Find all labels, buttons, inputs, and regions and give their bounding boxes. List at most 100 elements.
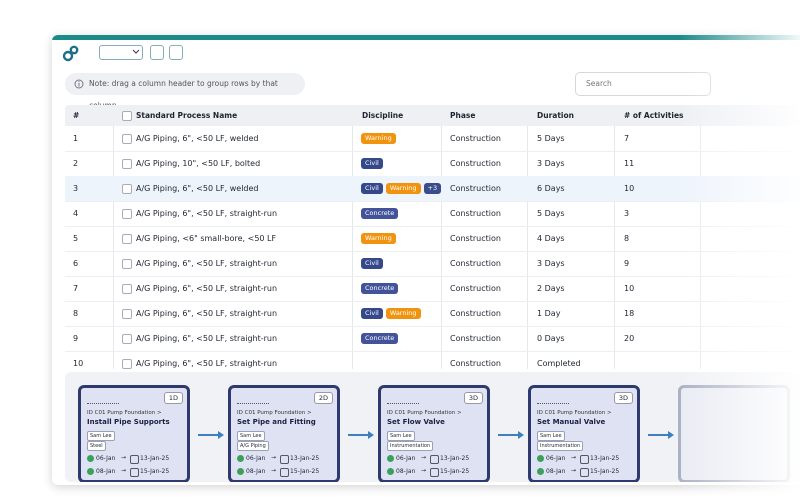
- end-date: 15-Jan-25: [290, 468, 320, 475]
- row-number: 7: [73, 284, 79, 293]
- row-checkbox[interactable]: [122, 184, 132, 194]
- toolbar-button[interactable]: [169, 45, 183, 60]
- column-header[interactable]: Phase: [450, 111, 476, 120]
- flow-arrowhead: [518, 431, 524, 439]
- activity-count: 10: [624, 284, 635, 293]
- table-row[interactable]: 9 A/G Piping, 6", <50 LF, straight-run Con…: [65, 326, 800, 352]
- flow-arrowhead: [668, 431, 674, 439]
- phase: Construction: [450, 359, 501, 368]
- table-header: [65, 105, 800, 126]
- date-icon: [130, 455, 139, 464]
- activity-count: 9: [624, 259, 630, 268]
- start-date: 08-Jan: [96, 468, 116, 475]
- table-row[interactable]: 7 A/G Piping, 6", <50 LF, straight-run Con…: [65, 276, 800, 302]
- row-number: 1: [73, 134, 79, 143]
- discipline-tag: Instrumentation: [387, 441, 434, 451]
- discipline-chip: Civil: [361, 258, 383, 269]
- discipline-cell: Concrete: [361, 201, 401, 226]
- table-row[interactable]: 8 A/G Piping, 6", <50 LF, straight-run Civ…: [65, 301, 800, 327]
- activity-card[interactable]: 1D ID C01 Pump Foundation > Install Pipe S…: [78, 385, 190, 482]
- phase: Construction: [450, 284, 501, 293]
- card-title: Set Flow Valve: [387, 418, 445, 426]
- row-checkbox[interactable]: [122, 209, 132, 219]
- row-checkbox[interactable]: [122, 159, 132, 169]
- header-checkbox[interactable]: [122, 111, 132, 121]
- discipline-chip: Civil: [361, 158, 383, 169]
- dropdown[interactable]: [99, 45, 143, 60]
- column-separator: [352, 126, 353, 369]
- date-icon: [430, 468, 439, 477]
- date-arrow: →: [271, 454, 277, 461]
- toolbar-button[interactable]: [150, 45, 164, 60]
- activity-card[interactable]: 3D ID C01 Pump Foundation > Set Manual Val…: [528, 385, 640, 482]
- discipline-cell: Warning: [361, 126, 399, 151]
- row-checkbox[interactable]: [122, 134, 132, 144]
- discipline-chip: Concrete: [361, 333, 399, 344]
- date-icon: [580, 468, 589, 477]
- row-number: 10: [73, 359, 84, 368]
- table-row[interactable]: 5 A/G Piping, <6" small-bore, <50 LF Warni…: [65, 226, 800, 252]
- process-name: A/G Piping, 6", <50 LF, straight-run: [136, 334, 278, 343]
- start-date: 08-Jan: [396, 468, 416, 475]
- date-icon: [537, 455, 544, 462]
- date-icon: [430, 455, 439, 464]
- data-table: # Standard Process Name Discipline Phase Dur…: [65, 105, 800, 369]
- discipline-chip: Warning: [385, 183, 421, 194]
- row-checkbox[interactable]: [122, 334, 132, 344]
- column-separator: [441, 126, 442, 369]
- column-header[interactable]: Duration: [537, 111, 574, 120]
- activity-card[interactable]: 3D ID C01 Pump Foundation > Set Flow Valve…: [378, 385, 490, 482]
- end-date: 13-Jan-25: [140, 455, 170, 462]
- duration: Completed: [537, 359, 581, 368]
- column-header[interactable]: #: [73, 111, 80, 120]
- discipline-chip: Warning: [361, 133, 396, 144]
- row-number: 2: [73, 159, 79, 168]
- row-checkbox[interactable]: [122, 284, 132, 294]
- card-title: Install Pipe Supports: [87, 418, 170, 426]
- card-title: Set Manual Valve: [537, 418, 606, 426]
- column-header[interactable]: Standard Process Name: [136, 111, 238, 120]
- discipline-cell: Civil: [361, 151, 386, 176]
- phase: Construction: [450, 259, 501, 268]
- owner-tag: Sam Lee: [537, 431, 565, 441]
- duration: 2 Days: [537, 284, 565, 293]
- column-header[interactable]: Discipline: [362, 111, 404, 120]
- process-name: A/G Piping, 6", <50 LF, straight-run: [136, 209, 278, 218]
- end-date: 13-Jan-25: [440, 455, 470, 462]
- table-row[interactable]: 3 A/G Piping, 6", <50 LF, welded Civil Warn…: [65, 176, 800, 202]
- process-name: A/G Piping, <6" small-bore, <50 LF: [136, 234, 277, 243]
- discipline-cell: Civil Warning +3: [361, 176, 444, 201]
- table-row[interactable]: 1 A/G Piping, 6", <50 LF, welded Warning Co…: [65, 126, 800, 152]
- phase: Construction: [450, 334, 501, 343]
- date-arrow: →: [121, 454, 127, 461]
- discipline-chip: +3: [423, 183, 442, 194]
- discipline-chip: Concrete: [361, 283, 399, 294]
- row-checkbox[interactable]: [122, 359, 132, 369]
- column-header[interactable]: # of Activities: [624, 111, 684, 120]
- activity-card[interactable]: 2D ID C01 Pump Foundation > Set Pipe and F…: [228, 385, 340, 482]
- process-name: A/G Piping, 6", <50 LF, straight-run: [136, 284, 278, 293]
- phase: Construction: [450, 234, 501, 243]
- table-row[interactable]: 4 A/G Piping, 6", <50 LF, straight-run Con…: [65, 201, 800, 227]
- start-date: 06-Jan: [546, 455, 566, 462]
- duration: 5 Days: [537, 209, 565, 218]
- date-icon: [537, 468, 544, 475]
- row-number: 8: [73, 309, 79, 318]
- top-bar: [52, 35, 800, 40]
- row-checkbox[interactable]: [122, 234, 132, 244]
- card-path: ID C01 Pump Foundation >: [387, 410, 462, 416]
- duration: 4 Days: [537, 234, 565, 243]
- discipline-cell: Concrete: [361, 326, 401, 351]
- row-checkbox[interactable]: [122, 309, 132, 319]
- discipline-tag: Instrumentation: [537, 441, 584, 451]
- card-icons: [237, 396, 269, 404]
- row-checkbox[interactable]: [122, 259, 132, 269]
- table-row[interactable]: 10 A/G Piping, 6", <50 LF, straight-run Co…: [65, 351, 800, 369]
- discipline-chip: Warning: [385, 308, 421, 319]
- discipline-tag: Steel: [87, 441, 106, 451]
- card-icons: [387, 396, 419, 404]
- discipline-chip: Concrete: [361, 208, 399, 219]
- table-row[interactable]: 6 A/G Piping, 6", <50 LF, straight-run Civ…: [65, 251, 800, 277]
- date-icon: [280, 468, 289, 477]
- end-date: 15-Jan-25: [590, 468, 620, 475]
